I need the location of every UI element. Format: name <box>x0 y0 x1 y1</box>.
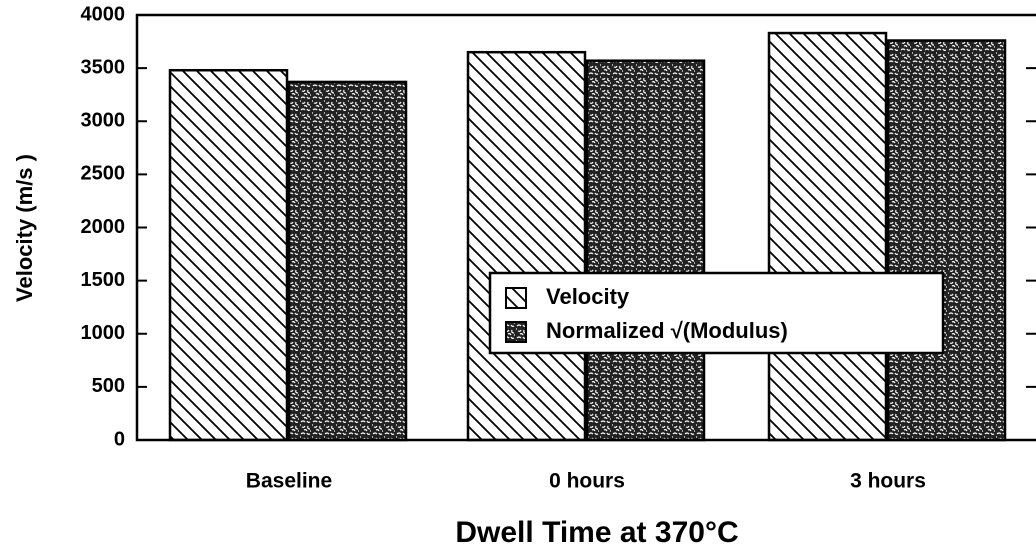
y-tick-label: 3500 <box>81 56 126 78</box>
y-tick-label: 2500 <box>81 163 126 185</box>
y-tick-label: 1500 <box>81 269 126 291</box>
legend-swatch <box>505 321 527 343</box>
legend-box <box>488 271 945 355</box>
legend-swatch <box>505 287 527 309</box>
y-tick-label: 4000 <box>81 3 126 25</box>
y-tick-label: 2000 <box>81 216 126 238</box>
y-axis-title: Velocity (m/s ) <box>12 154 37 302</box>
bar <box>168 69 289 442</box>
bar <box>287 80 408 442</box>
legend-label: Normalized √(Modulus) <box>546 318 788 343</box>
bar <box>466 50 587 442</box>
y-tick-label: 500 <box>92 375 125 397</box>
bar <box>767 31 888 442</box>
y-tick-label: 1000 <box>81 322 126 344</box>
x-axis-title: Dwell Time at 370°C <box>455 516 738 549</box>
x-tick-label: 0 hours <box>549 470 625 493</box>
y-tick-label: 3000 <box>81 110 126 132</box>
y-tick-label: 0 <box>114 428 125 450</box>
legend: Velocity Normalized √(Modulus) <box>488 271 945 355</box>
x-tick-label: 3 hours <box>850 470 926 493</box>
bar <box>886 39 1007 442</box>
x-tick-label: Baseline <box>246 470 332 493</box>
bar <box>585 59 706 442</box>
legend-label: Velocity <box>546 284 630 309</box>
